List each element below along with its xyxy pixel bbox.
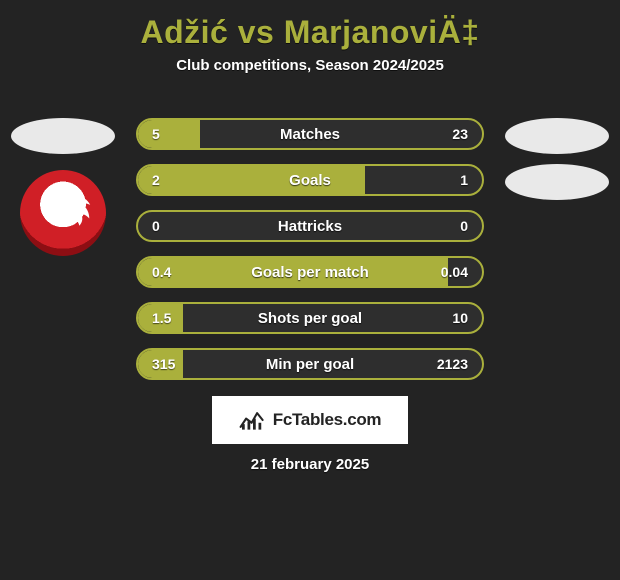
- brand-badge: FcTables.com: [212, 396, 408, 444]
- stat-bar: 315Min per goal2123: [136, 348, 484, 380]
- right-club-ellipse: [505, 164, 609, 200]
- stat-label: Matches: [138, 126, 482, 143]
- left-country-ellipse: [11, 118, 115, 154]
- left-club-crest: [20, 170, 106, 256]
- eagle-icon: [34, 184, 92, 242]
- stat-label: Min per goal: [138, 356, 482, 373]
- comparison-subtitle: Club competitions, Season 2024/2025: [0, 57, 620, 96]
- right-country-ellipse: [505, 118, 609, 154]
- stat-label: Hattricks: [138, 218, 482, 235]
- stat-label: Goals per match: [138, 264, 482, 281]
- comparison-title: Adžić vs MarjanoviÄ‡: [0, 0, 620, 57]
- stat-bar: 0.4Goals per match0.04: [136, 256, 484, 288]
- right-player-column: [502, 118, 612, 200]
- brand-chart-icon: [239, 409, 267, 431]
- left-player-column: [8, 118, 118, 256]
- brand-text: FcTables.com: [273, 410, 382, 430]
- stat-bar: 5Matches23: [136, 118, 484, 150]
- stat-bar: 0Hattricks0: [136, 210, 484, 242]
- stat-label: Goals: [138, 172, 482, 189]
- stat-bar-list: 5Matches23 2Goals1 0Hattricks0 0.4Goals per…: [136, 118, 484, 380]
- stat-bar: 1.5Shots per goal10: [136, 302, 484, 334]
- comparison-date: 21 february 2025: [0, 456, 620, 473]
- stat-label: Shots per goal: [138, 310, 482, 327]
- stat-bar: 2Goals1: [136, 164, 484, 196]
